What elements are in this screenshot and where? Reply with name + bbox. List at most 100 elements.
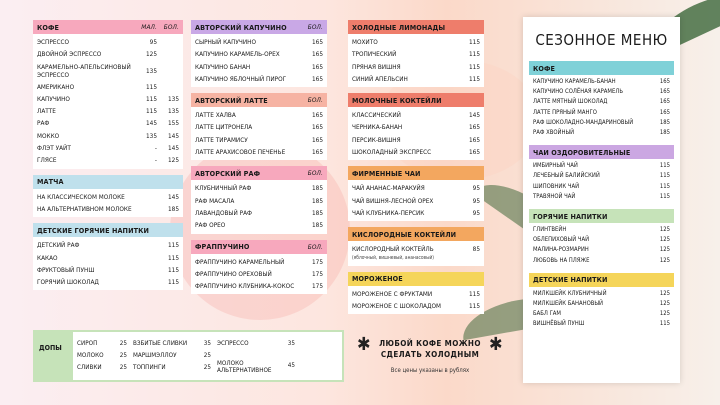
item-name: ФРАППУЧИНО КАРАМЕЛЬНЫЙ bbox=[195, 257, 285, 266]
section-title: АВТОРСКИЙ КАПУЧИНО bbox=[195, 22, 287, 32]
menu-item: МОХИТО 115 bbox=[348, 36, 484, 48]
item-price: 115 bbox=[469, 301, 480, 310]
size-label: БОЛ. bbox=[307, 242, 323, 251]
extras-item-price: 25 bbox=[119, 352, 127, 359]
item-name: ДВОЙНОЙ ЭСПРЕССО bbox=[37, 50, 102, 59]
item-price: 125 bbox=[659, 301, 670, 308]
item-price: 175 bbox=[312, 282, 323, 291]
item-name: ЧАЙ ВИШНЯ-ЛЕСНОЙ ОРЕХ bbox=[352, 196, 434, 205]
section-title: ХОЛОДНЫЕ ЛИМОНАДЫ bbox=[352, 22, 446, 32]
menu-section: ФРАППУЧИНО БОЛ. ФРАППУЧИНО КАРАМЕЛЬНЫЙ 175 Ф… bbox=[191, 239, 327, 295]
menu-item: ПЕРСИК-ВИШНЯ 165 bbox=[348, 134, 484, 146]
section-items: КЛУБНИЧНЫЙ РАФ 185 РАФ МАСАЛА 185 ЛАВАНДОВЫЙ… bbox=[191, 180, 327, 233]
extras-item-name: СЛИВКИ bbox=[77, 364, 102, 371]
item-name: КИСЛОРОДНЫЙ КОКТЕЙЛЬ bbox=[352, 245, 434, 254]
menu-item: ДВОЙНОЙ ЭСПРЕССО 125 bbox=[33, 48, 183, 60]
menu-item: ВИШНЁВЫЙ ПУНШ 115 bbox=[529, 319, 674, 329]
menu-item: ИМБИРНЫЙ ЧАЙ 115 bbox=[529, 161, 674, 171]
size-label: БОЛ. bbox=[307, 96, 323, 105]
menu-item: ЛАВАНДОВЫЙ РАФ 185 bbox=[191, 207, 327, 219]
menu-section: АВТОРСКИЙ КАПУЧИНО БОЛ. СЫРНЫЙ КАПУЧИНО 165… bbox=[191, 20, 327, 88]
extras-item-price: 35 bbox=[287, 340, 295, 347]
menu-item: ГЛЯСЕ - 125 bbox=[33, 154, 183, 166]
item-price: 125 bbox=[659, 290, 670, 297]
seasonal-sections: КОФЕ КАПУЧИНО КАРАМЕЛЬ-БАНАН 165 КАПУЧИНО С… bbox=[523, 61, 680, 332]
menu-item: ФРАППУЧИНО ОРЕХОВЫЙ 175 bbox=[191, 268, 327, 280]
item-price: 115 bbox=[469, 289, 480, 298]
section-items: КЛАССИЧЕСКИЙ 145 ЧЕРНИКА-БАНАН 165 ПЕРСИК-ВИ… bbox=[348, 107, 484, 160]
extras-item-name: СИРОП bbox=[77, 340, 98, 347]
item-name: ЛАТТЕ ПРЯНЫЙ МАНГО bbox=[533, 109, 597, 116]
item-price: 145 bbox=[168, 131, 179, 140]
item-price: 185 bbox=[312, 221, 323, 230]
menu-item: ШИПОВНИК ЧАЙ 115 bbox=[529, 182, 674, 192]
item-price: 115 bbox=[659, 163, 670, 170]
item-price: 135 bbox=[168, 107, 179, 116]
menu-column-3: ХОЛОДНЫЕ ЛИМОНАДЫ МОХИТО 115 ТРОПИЧЕСКИЙ 115… bbox=[348, 20, 484, 320]
menu-item: НА КЛАССИЧЕСКОМ МОЛОКЕ 145 bbox=[33, 191, 183, 203]
item-name: ПЕРСИК-ВИШНЯ bbox=[352, 135, 401, 144]
menu-item: ЧАЙ КЛУБНИКА-ПЕРСИК 95 bbox=[348, 207, 484, 219]
item-price: 175 bbox=[312, 257, 323, 266]
item-name: КАПУЧИНО bbox=[37, 94, 70, 103]
section-items: КАПУЧИНО КАРАМЕЛЬ-БАНАН 165 КАПУЧИНО СОЛЁН… bbox=[529, 75, 674, 140]
size-label: БОЛ. bbox=[307, 169, 323, 178]
item-price-small: 135 bbox=[146, 131, 157, 140]
menu-section: КОФЕ МАЛ. БОЛ. ЭСПРЕССО 95 ДВОЙНОЙ ЭСПРЕССО 12… bbox=[33, 20, 183, 169]
item-name: ГЛИНТВЕЙН bbox=[533, 227, 567, 234]
menu-item: ПРЯНАЯ ВИШНЯ 115 bbox=[348, 61, 484, 73]
item-price: 165 bbox=[469, 135, 480, 144]
item-name: МИЛКШЕЙК КЛУБНИЧНЫЙ bbox=[533, 290, 607, 297]
prices-currency-note: Все цены указаны в рублях bbox=[390, 367, 470, 374]
extras-item: МОЛОКО АЛЬТЕРНАТИВНОЕ 45 bbox=[217, 360, 295, 374]
menu-item: БАБЛ ГАМ 125 bbox=[529, 309, 674, 319]
item-name: ЛАВАНДОВЫЙ РАФ bbox=[195, 208, 252, 217]
section-title: АВТОРСКИЙ ЛАТТЕ bbox=[195, 95, 268, 105]
section-items: ДЕТСКИЙ РАФ 115 КАКАО 115 ФРУКТОВЫЙ ПУНШ 115 Г… bbox=[33, 237, 183, 290]
section-title: ДЕТСКИЕ ГОРЯЧИЕ НАПИТКИ bbox=[37, 225, 149, 235]
item-price: 165 bbox=[659, 79, 670, 85]
menu-item: КАПУЧИНО КАРАМЕЛЬ-ОРЕХ 165 bbox=[191, 48, 327, 60]
size-label: МАЛ. bbox=[141, 23, 157, 31]
menu-item: МОРОЖЕНОЕ С ШОКОЛАДОМ 115 bbox=[348, 300, 484, 312]
menu-item: ЛАТТЕ ЦИТРОНЕЛА 165 bbox=[191, 121, 327, 133]
menu-item: ТРАВЯНОЙ ЧАЙ 115 bbox=[529, 192, 674, 202]
menu-section: ДЕТСКИЕ НАПИТКИ МИЛКШЕЙК КЛУБНИЧНЫЙ 125 МИЛ… bbox=[529, 272, 674, 332]
item-name: БАБЛ ГАМ bbox=[533, 311, 561, 318]
menu-item: ЭСПРЕССО 95 bbox=[33, 36, 183, 48]
item-price: 125 bbox=[659, 311, 670, 318]
menu-item: РАФ ХВОЙНЫЙ 185 bbox=[529, 128, 674, 138]
menu-item: МОККО 135 145 bbox=[33, 130, 183, 142]
menu-item: ОБЛЕПИХОВЫЙ ЧАЙ 125 bbox=[529, 235, 674, 245]
menu-item: ГЛИНТВЕЙН 125 bbox=[529, 225, 674, 235]
extras-label: ДОПЫ bbox=[35, 332, 73, 380]
menu-item: ЛЕЧЕБНЫЙ БАЛИЙСКИЙ 115 bbox=[529, 171, 674, 181]
item-price: 115 bbox=[469, 38, 480, 46]
item-price-small: 95 bbox=[149, 38, 157, 46]
item-price: 115 bbox=[659, 321, 670, 328]
extras-item-price: 25 bbox=[119, 364, 127, 371]
menu-item: АМЕРИКАНО 115 bbox=[33, 81, 183, 93]
item-price: 165 bbox=[312, 62, 323, 71]
item-price: 145 bbox=[168, 192, 179, 201]
menu-item: ФРУКТОВЫЙ ПУНШ 115 bbox=[33, 264, 183, 276]
section-items: МИЛКШЕЙК КЛУБНИЧНЫЙ 125 МИЛКШЕЙК БАНАНОВЫЙ… bbox=[529, 287, 674, 332]
menu-item: РАФ ШОКОЛАДНО-МАНДАРИНОВЫЙ 185 bbox=[529, 118, 674, 128]
section-items: МОХИТО 115 ТРОПИЧЕСКИЙ 115 ПРЯНАЯ ВИШНЯ 115 СИ… bbox=[348, 34, 484, 87]
item-price: 175 bbox=[312, 269, 323, 278]
extras-item: ВЗБИТЫЕ СЛИВКИ 35 bbox=[133, 338, 211, 350]
item-name: КАПУЧИНО КАРАМЕЛЬ-БАНАН bbox=[533, 79, 616, 85]
item-price: 95 bbox=[472, 208, 480, 217]
item-price: 115 bbox=[469, 74, 480, 83]
item-price: 115 bbox=[469, 62, 480, 71]
section-title: АВТОРСКИЙ РАФ bbox=[195, 168, 261, 178]
section-header: ДЕТСКИЕ НАПИТКИ bbox=[529, 272, 674, 287]
extras-grid: СИРОП 25 МОЛОКО 25 СЛИВКИ 25 ВЗБИТЫЕ СЛИВКИ 35 М… bbox=[73, 332, 342, 380]
size-label: БОЛ. bbox=[163, 23, 179, 31]
item-price: 115 bbox=[168, 253, 179, 262]
menu-item: КЛУБНИЧНЫЙ РАФ 185 bbox=[191, 182, 327, 194]
item-name: ГЛЯСЕ bbox=[37, 156, 57, 165]
extras-column: ЭСПРЕССО 35 МОЛОКО АЛЬТЕРНАТИВНОЕ 45 bbox=[217, 338, 295, 374]
item-price: 165 bbox=[469, 123, 480, 132]
item-price: 185 bbox=[312, 184, 323, 193]
